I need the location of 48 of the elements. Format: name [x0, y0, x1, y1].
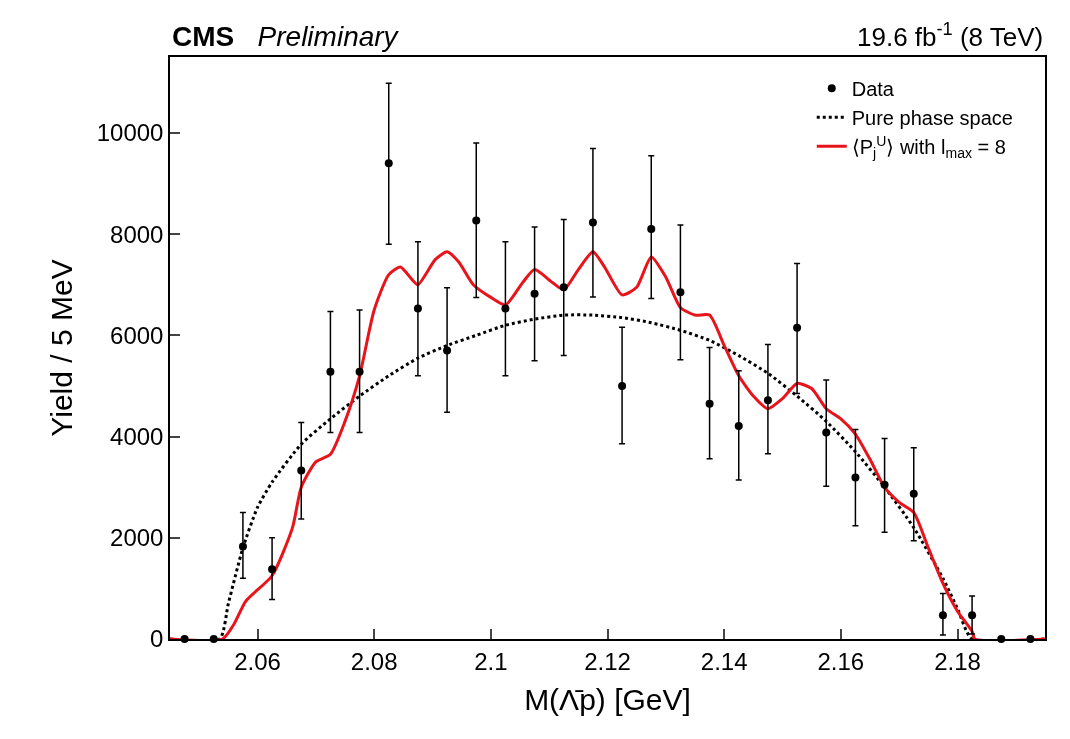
- x-tick-label: 2.1: [474, 647, 508, 675]
- y-axis-title: Yield / 5 MeV: [45, 259, 79, 437]
- point: [763, 396, 772, 405]
- point: [822, 428, 831, 437]
- x-tick-label: 2.08: [350, 647, 398, 675]
- y-tick-label: 0: [150, 625, 164, 653]
- legend-label: ⟨P$_{j}$$^{U}$⟩ with l$_{max}$ = 8: [851, 132, 1006, 162]
- point: [705, 399, 714, 408]
- y-tick-label: 2000: [110, 524, 164, 552]
- text: 19.6 fb$^{-1}$ (8 TeV): [857, 19, 1044, 52]
- x-axis-title: M(Λ̄p) [GeV]: [524, 682, 691, 716]
- x-tick-label: 2.06: [234, 647, 281, 675]
- point: [880, 480, 889, 489]
- x-tick-label: 2.16: [817, 647, 865, 675]
- point: [676, 288, 685, 297]
- x-tick-label: 2.12: [584, 647, 631, 675]
- point: [443, 346, 452, 355]
- legend-label: Data: [851, 77, 895, 100]
- point: [297, 466, 306, 475]
- y-tick-label: 8000: [110, 220, 164, 248]
- point: [530, 289, 539, 298]
- point: [326, 367, 335, 376]
- chart-subtitle: Preliminary: [257, 21, 400, 52]
- point: [938, 611, 947, 620]
- y-tick-label: 6000: [110, 321, 164, 349]
- point: [588, 218, 597, 227]
- y-tick-label: 10000: [96, 119, 164, 147]
- point: [501, 304, 510, 313]
- point: [355, 367, 364, 376]
- chart-title: CMS: [172, 21, 235, 52]
- point: [238, 542, 247, 551]
- legend-label: Pure phase space: [851, 106, 1013, 129]
- point: [268, 565, 277, 574]
- point: [968, 611, 977, 620]
- x-tick-label: 2.14: [700, 647, 748, 675]
- point: [909, 489, 918, 498]
- x-tick-label: 2.18: [934, 647, 981, 675]
- point: [793, 323, 802, 332]
- point: [472, 216, 481, 225]
- point: [647, 225, 656, 234]
- point: [559, 283, 568, 292]
- point: [384, 159, 393, 168]
- point: [734, 421, 743, 430]
- point: [851, 473, 860, 482]
- point: [618, 381, 627, 390]
- point: [413, 304, 422, 313]
- y-tick-label: 4000: [110, 422, 164, 450]
- line-series: [170, 250, 1045, 639]
